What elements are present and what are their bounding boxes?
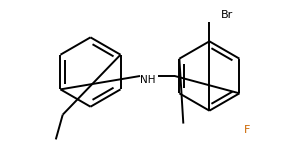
- Text: NH: NH: [140, 75, 156, 85]
- Text: F: F: [244, 124, 251, 135]
- Text: Br: Br: [221, 10, 234, 20]
